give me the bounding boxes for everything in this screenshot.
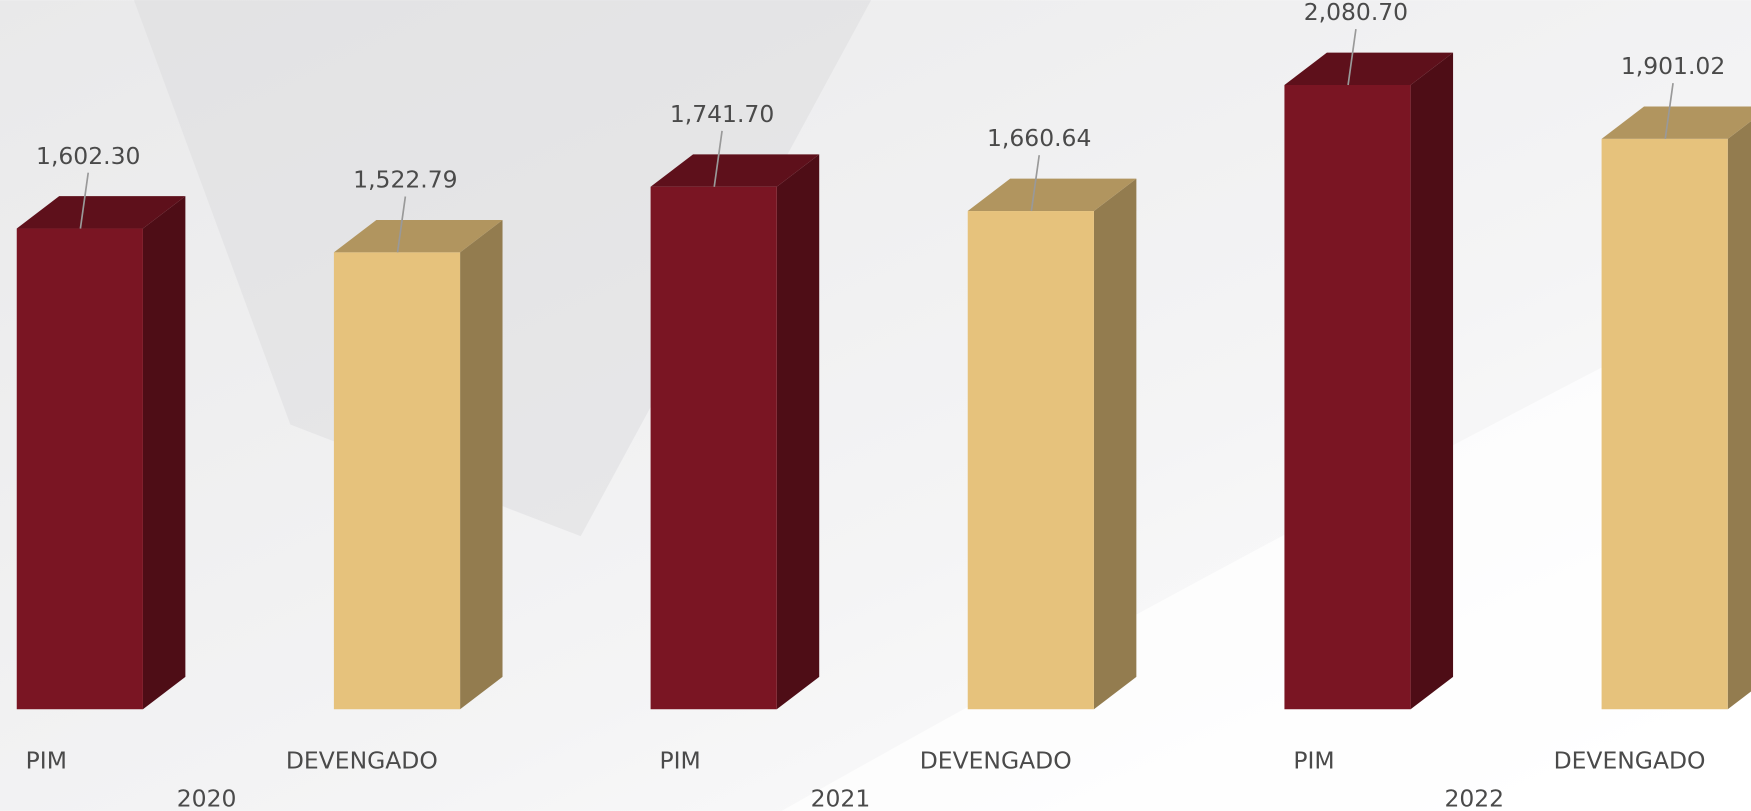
category-label: PIM [26, 746, 67, 774]
value-label: 2,080.70 [1304, 0, 1408, 26]
category-label: DEVENGADO [920, 746, 1072, 774]
bar-side [1093, 178, 1137, 710]
leader-line [713, 130, 723, 187]
leader-line [1664, 82, 1674, 140]
leader-line [1030, 155, 1041, 212]
value-label: 1,602.30 [36, 142, 140, 170]
bar-top [967, 178, 1137, 212]
value-label: 1,660.64 [987, 124, 1091, 152]
plot: 2020 1,602.30 PIM 1,522.79 DEVENGADO 2021 1,74… [16, 0, 1751, 811]
leader-line [79, 172, 90, 229]
bar [333, 252, 461, 710]
bar-side [142, 196, 186, 710]
bar-top [1284, 52, 1454, 86]
bar-side [776, 154, 820, 710]
bar [1284, 85, 1411, 710]
group-label: 2021 [811, 784, 871, 811]
bar-side [460, 220, 503, 710]
value-label: 1,741.70 [670, 100, 774, 128]
value-label: 1,901.02 [1621, 52, 1725, 80]
bar-side [1727, 121, 1751, 710]
bar [1601, 138, 1728, 710]
group-label: 2022 [1444, 784, 1504, 811]
category-label: DEVENGADO [286, 746, 438, 774]
bar [16, 228, 143, 710]
value-label: 1,522.79 [353, 166, 457, 194]
leader-line [396, 196, 407, 253]
bar-top [16, 196, 186, 229]
category-label: PIM [660, 746, 701, 774]
bar-top [650, 154, 820, 187]
bar-top [333, 220, 503, 253]
bar [650, 186, 777, 710]
category-label: DEVENGADO [1554, 746, 1706, 774]
category-label: PIM [1293, 746, 1334, 774]
group-label: 2020 [177, 784, 237, 811]
leader-line [1347, 29, 1357, 86]
bar-top [1601, 106, 1751, 139]
bar [967, 211, 1094, 710]
bar-side [1410, 52, 1454, 710]
